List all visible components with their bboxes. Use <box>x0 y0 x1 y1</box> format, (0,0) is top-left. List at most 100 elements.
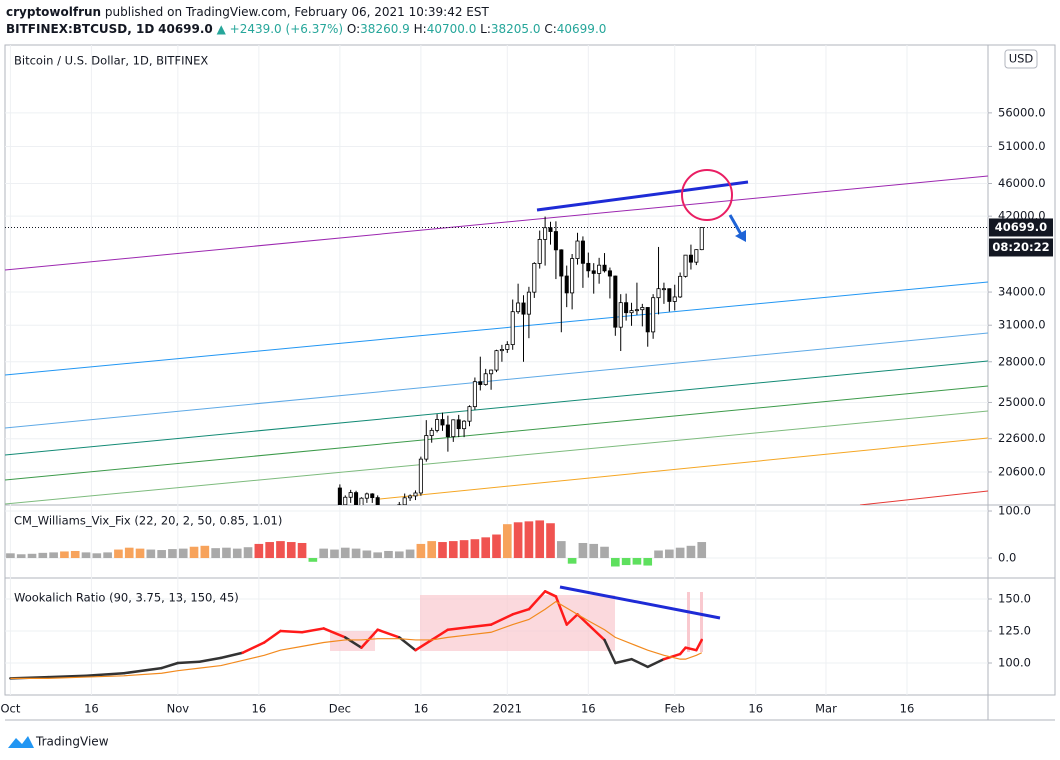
pane-title: Bitcoin / U.S. Dollar, 1D, BITFINEX <box>14 54 208 68</box>
trend-line <box>379 437 988 500</box>
bar <box>556 541 566 559</box>
y-tick-label: 0.0 <box>998 551 1016 565</box>
x-tick-label: Mar <box>815 702 837 716</box>
x-tick-label: 16 <box>252 702 267 716</box>
candle-body <box>381 510 384 514</box>
bar <box>697 542 707 559</box>
y-tick-label: 100.0 <box>998 504 1031 518</box>
bar <box>243 547 253 559</box>
trend-line <box>5 385 988 481</box>
candle-body <box>402 497 407 505</box>
pane-title: CM_Williams_Vix_Fix (22, 20, 2, 50, 0.85… <box>14 514 282 528</box>
x-tick-label: 16 <box>414 702 429 716</box>
candle-body <box>505 344 510 350</box>
ratio-segment <box>414 638 433 652</box>
trend-lines <box>5 175 988 505</box>
countdown: 08:20:22 <box>992 240 1049 254</box>
y-tick-label: 125.0 <box>998 623 1031 637</box>
bar <box>513 522 523 559</box>
candle-body <box>354 492 359 505</box>
author: cryptowolfrun <box>6 5 102 19</box>
ratio-segment <box>219 651 244 660</box>
ratio-segment <box>511 607 531 616</box>
ohlc-value: 40700.0 <box>426 22 477 36</box>
candle-body <box>645 307 650 333</box>
ratio-segment <box>543 590 558 598</box>
candle-body <box>586 262 591 272</box>
ohlc-label: H: <box>413 22 427 36</box>
ohlc-label: L: <box>480 22 491 36</box>
candle-body <box>548 227 553 232</box>
ratio-segment <box>527 590 547 611</box>
candle-body <box>462 420 467 430</box>
ratio-segment <box>587 623 606 642</box>
bar <box>103 552 112 559</box>
candle-body <box>510 311 515 346</box>
candle-body <box>343 496 348 505</box>
candle-body <box>387 510 390 516</box>
ratio-segment <box>263 629 282 644</box>
candle-body <box>678 275 683 298</box>
bar <box>178 548 188 559</box>
ratio-segment <box>430 628 450 642</box>
bar <box>665 549 674 559</box>
candle-body <box>683 254 688 277</box>
lines <box>9 590 703 680</box>
bar <box>297 542 307 559</box>
candle-body <box>699 227 704 251</box>
bar <box>621 558 631 566</box>
candle-body <box>408 495 413 499</box>
ratio-segment <box>646 657 666 669</box>
ratio-segment <box>322 627 347 639</box>
bar <box>546 523 555 559</box>
ratio-segment <box>344 636 363 649</box>
bar <box>373 552 382 559</box>
currency-button[interactable] <box>1004 49 1038 69</box>
bar <box>27 553 37 559</box>
y-tick-label: 25000.0 <box>998 395 1046 409</box>
x-tick-label: Dec <box>329 702 351 716</box>
x-tick-label: 2021 <box>493 702 522 716</box>
symbol: BITFINEX:BTCUSD, 1D <box>6 22 155 36</box>
ratio-segment <box>84 671 126 678</box>
bar <box>654 550 663 559</box>
bar <box>168 549 177 559</box>
bar <box>459 540 469 559</box>
bar <box>600 546 609 559</box>
bar <box>394 551 404 559</box>
ratio-segment <box>160 661 180 670</box>
trend-line <box>5 360 988 456</box>
bar <box>254 543 264 559</box>
bar <box>49 552 58 559</box>
ratio-segment <box>46 674 88 679</box>
ohlc-value: 38205.0 <box>490 22 541 36</box>
candle-body <box>472 381 477 408</box>
bar <box>286 542 296 559</box>
ratio-segment <box>554 595 568 626</box>
y-tick-label: 42000.0 <box>998 209 1046 223</box>
ratio-segment <box>662 652 682 661</box>
bar <box>448 541 458 559</box>
ratio-segment <box>684 646 698 652</box>
candle-body <box>467 406 472 422</box>
y-tick-label: 56000.0 <box>998 105 1046 119</box>
bar <box>362 550 372 559</box>
bar <box>632 558 642 565</box>
y-tick-label: 150.0 <box>998 591 1031 605</box>
candle-body <box>445 424 450 438</box>
candle-body <box>575 240 580 259</box>
shade <box>700 592 703 652</box>
bar <box>686 545 696 559</box>
ratio-segment <box>376 628 401 639</box>
bar <box>81 552 91 559</box>
candle-body <box>424 435 429 460</box>
x-tick-label: Oct <box>0 702 20 716</box>
candle-body <box>435 419 440 431</box>
bar <box>70 550 80 559</box>
bar <box>384 550 393 559</box>
candle-body <box>451 419 456 438</box>
candle-body <box>688 254 693 263</box>
y-tick-label: 28000.0 <box>998 354 1046 368</box>
candle-body <box>580 240 585 264</box>
